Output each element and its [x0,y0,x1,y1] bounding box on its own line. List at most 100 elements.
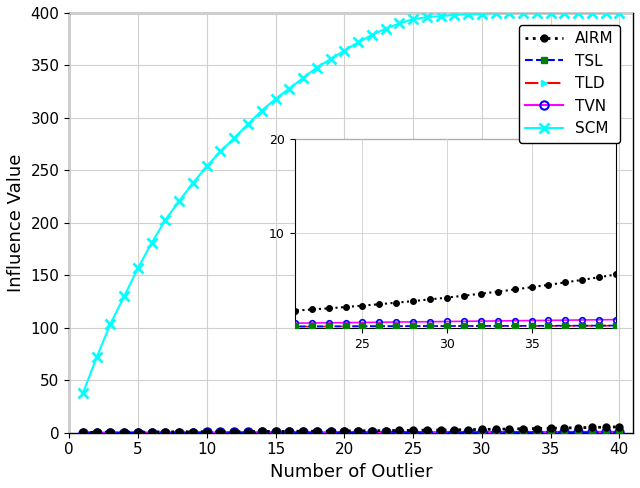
TVN [203,429,211,435]
TSL [616,429,623,435]
Line: SCM: SCM [78,8,624,398]
SCM [285,85,293,91]
TVN [134,430,142,436]
TVN [313,429,321,435]
TLD [230,430,238,436]
TVN [79,430,87,436]
AIRM [326,428,334,434]
TSL [478,429,486,435]
TLD [217,430,225,436]
SCM [533,10,541,16]
SCM [189,180,197,186]
TVN [436,429,444,435]
TVN [396,429,403,435]
AIRM [519,426,527,432]
TSL [162,430,170,436]
SCM [396,20,403,26]
TVN [299,429,307,435]
TVN [574,429,582,435]
TLD [451,429,458,435]
TLD [561,429,568,435]
TSL [451,429,458,435]
SCM [258,108,266,114]
TSL [148,430,156,436]
TVN [368,429,376,435]
SCM [230,135,238,141]
TVN [326,429,334,435]
AIRM [120,429,128,435]
TVN [588,429,596,435]
AIRM [189,429,197,435]
TLD [436,429,444,435]
TLD [478,429,486,435]
AIRM [148,429,156,435]
AIRM [271,428,279,434]
TLD [244,430,252,436]
SCM [409,16,417,22]
AIRM [409,427,417,433]
SCM [203,163,211,169]
AIRM [396,427,403,433]
SCM [271,96,279,102]
AIRM [368,428,376,434]
TVN [244,429,252,435]
TVN [519,429,527,435]
TVN [478,429,486,435]
TVN [354,429,362,435]
TLD [148,430,156,436]
AIRM [175,429,183,435]
TSL [506,429,513,435]
AIRM [107,429,115,435]
AIRM [93,429,100,435]
TLD [313,430,321,436]
TLD [299,430,307,436]
SCM [451,12,458,18]
Y-axis label: Influence Value: Influence Value [7,154,25,292]
SCM [492,10,499,16]
SCM [381,26,389,32]
TLD [423,430,431,436]
AIRM [381,427,389,433]
AIRM [533,426,541,431]
TLD [285,430,293,436]
TLD [189,430,197,436]
TVN [175,429,183,435]
TSL [299,430,307,436]
SCM [134,265,142,271]
TVN [602,429,609,435]
TSL [326,430,334,436]
TSL [120,430,128,436]
TSL [396,429,403,435]
Legend: AIRM, TSL, TLD, TVN, SCM: AIRM, TSL, TLD, TVN, SCM [518,25,620,142]
TLD [340,430,348,436]
TSL [547,429,554,435]
TSL [217,430,225,436]
TVN [107,430,115,436]
TLD [107,430,115,436]
AIRM [285,428,293,434]
TVN [561,429,568,435]
TLD [588,429,596,435]
AIRM [464,427,472,432]
TVN [271,429,279,435]
AIRM [423,427,431,433]
TLD [409,430,417,436]
TLD [93,430,100,436]
TSL [561,429,568,435]
Line: AIRM: AIRM [79,424,623,436]
TLD [381,430,389,436]
AIRM [616,424,623,430]
TLD [396,430,403,436]
TSL [588,429,596,435]
TLD [354,430,362,436]
TSL [258,430,266,436]
TVN [464,429,472,435]
AIRM [354,428,362,434]
TSL [368,430,376,436]
TLD [533,429,541,435]
TSL [574,429,582,435]
TVN [533,429,541,435]
AIRM [436,427,444,433]
TVN [492,429,499,435]
SCM [436,13,444,19]
